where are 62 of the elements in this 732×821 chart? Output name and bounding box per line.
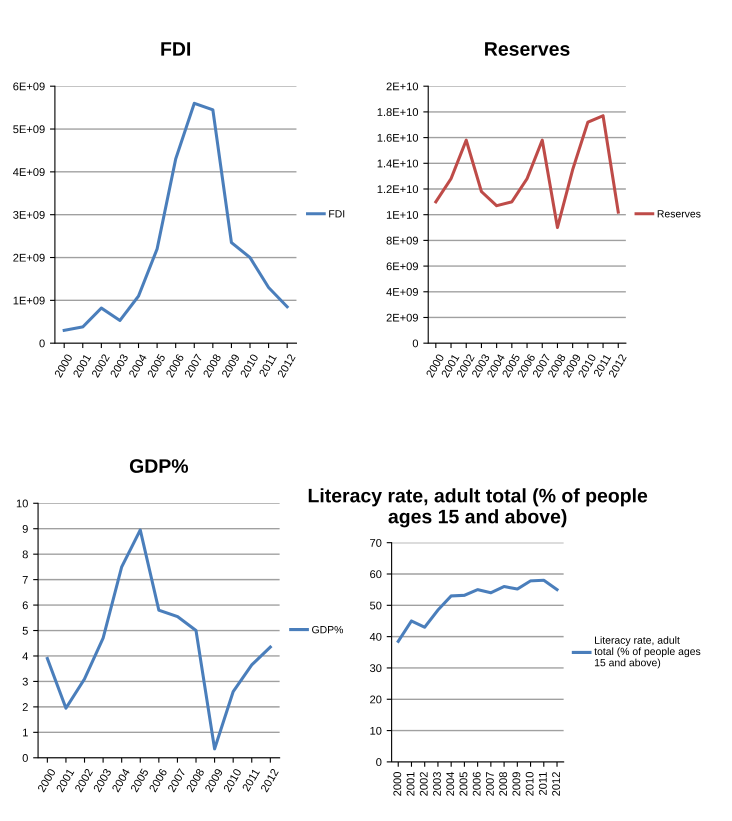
- legend-label: FDI: [329, 210, 344, 218]
- y-tick-label: 6: [22, 601, 28, 610]
- line-series: [434, 114, 620, 230]
- x-tick-label: 2004: [446, 772, 454, 796]
- chart-title: FDI: [161, 42, 190, 56]
- y-tick-label: 8E+09: [386, 236, 418, 245]
- y-tick-label: 0: [412, 339, 418, 348]
- y-tick-label: 5: [22, 626, 28, 635]
- y-tick-label: 9: [22, 524, 28, 533]
- y-tick-label: 7: [22, 576, 28, 584]
- y-tick-label: 1E+10: [386, 210, 418, 219]
- y-tick-label: 20: [370, 696, 382, 704]
- x-tick-label: 2001: [406, 772, 414, 796]
- x-tick-label: 2005: [460, 772, 468, 796]
- y-tick-label: 2E+09: [13, 254, 45, 262]
- y-tick-label: 50: [370, 602, 382, 610]
- y-tick-label: 4E+09: [12, 168, 45, 176]
- y-tick-label: 1.4E+10: [378, 160, 418, 168]
- y-tick-label: 1.6E+10: [378, 134, 418, 142]
- y-tick-label: 4: [22, 652, 28, 660]
- x-tick-label: 2006: [472, 772, 481, 796]
- chart-title: Literacy rate, adult total (% of people ages 15 and above): [308, 488, 648, 528]
- x-tick-label: 2000: [393, 772, 402, 796]
- y-tick-label: 30: [370, 664, 382, 672]
- legend-label: Literacy rate, adult total (% of people ages 15 and above): [594, 636, 700, 668]
- y-tick-label: 1.2E+10: [378, 185, 418, 194]
- y-tick-label: 3: [22, 678, 28, 686]
- y-tick-label: 1.8E+10: [378, 108, 418, 116]
- y-tick-label: 6E+09: [13, 82, 45, 90]
- y-tick-label: 10: [16, 500, 28, 508]
- y-tick-label: 1E+09: [14, 296, 45, 304]
- line-series: [62, 102, 289, 332]
- y-tick-label: 2: [22, 703, 28, 711]
- chart-title: Reserves: [485, 42, 570, 56]
- y-tick-label: 70: [370, 538, 382, 547]
- legend-label: Reserves: [658, 210, 701, 218]
- y-tick-label: 1: [23, 728, 28, 736]
- y-tick-label: 4E+09: [386, 288, 418, 296]
- y-tick-label: 2E+09: [386, 314, 418, 322]
- x-tick-label: 2007: [486, 772, 494, 796]
- y-tick-label: 0: [22, 754, 28, 762]
- y-tick-label: 40: [370, 632, 382, 641]
- y-tick-label: 3E+09: [13, 210, 45, 219]
- x-tick-label: 2003: [433, 772, 441, 796]
- x-tick-label: 2011: [538, 772, 547, 795]
- x-tick-label: 2009: [512, 772, 520, 796]
- y-tick-label: 0: [39, 339, 45, 348]
- y-tick-label: 10: [370, 726, 382, 735]
- legend-label: GDP%: [312, 626, 344, 634]
- x-tick-label: 2008: [499, 772, 508, 796]
- line-series: [46, 528, 272, 750]
- y-tick-label: 60: [370, 570, 382, 578]
- chart-title: GDP%: [130, 459, 188, 473]
- y-tick-label: 6E+09: [386, 262, 418, 270]
- y-tick-label: 0: [376, 758, 382, 766]
- x-tick-label: 2010: [526, 772, 534, 796]
- line-series: [396, 578, 559, 643]
- x-tick-label: 2012: [552, 772, 560, 796]
- y-tick-label: 8: [22, 550, 28, 558]
- y-tick-label: 2E+10: [386, 82, 418, 90]
- y-tick-label: 5E+09: [13, 125, 45, 134]
- x-tick-label: 2002: [420, 772, 428, 796]
